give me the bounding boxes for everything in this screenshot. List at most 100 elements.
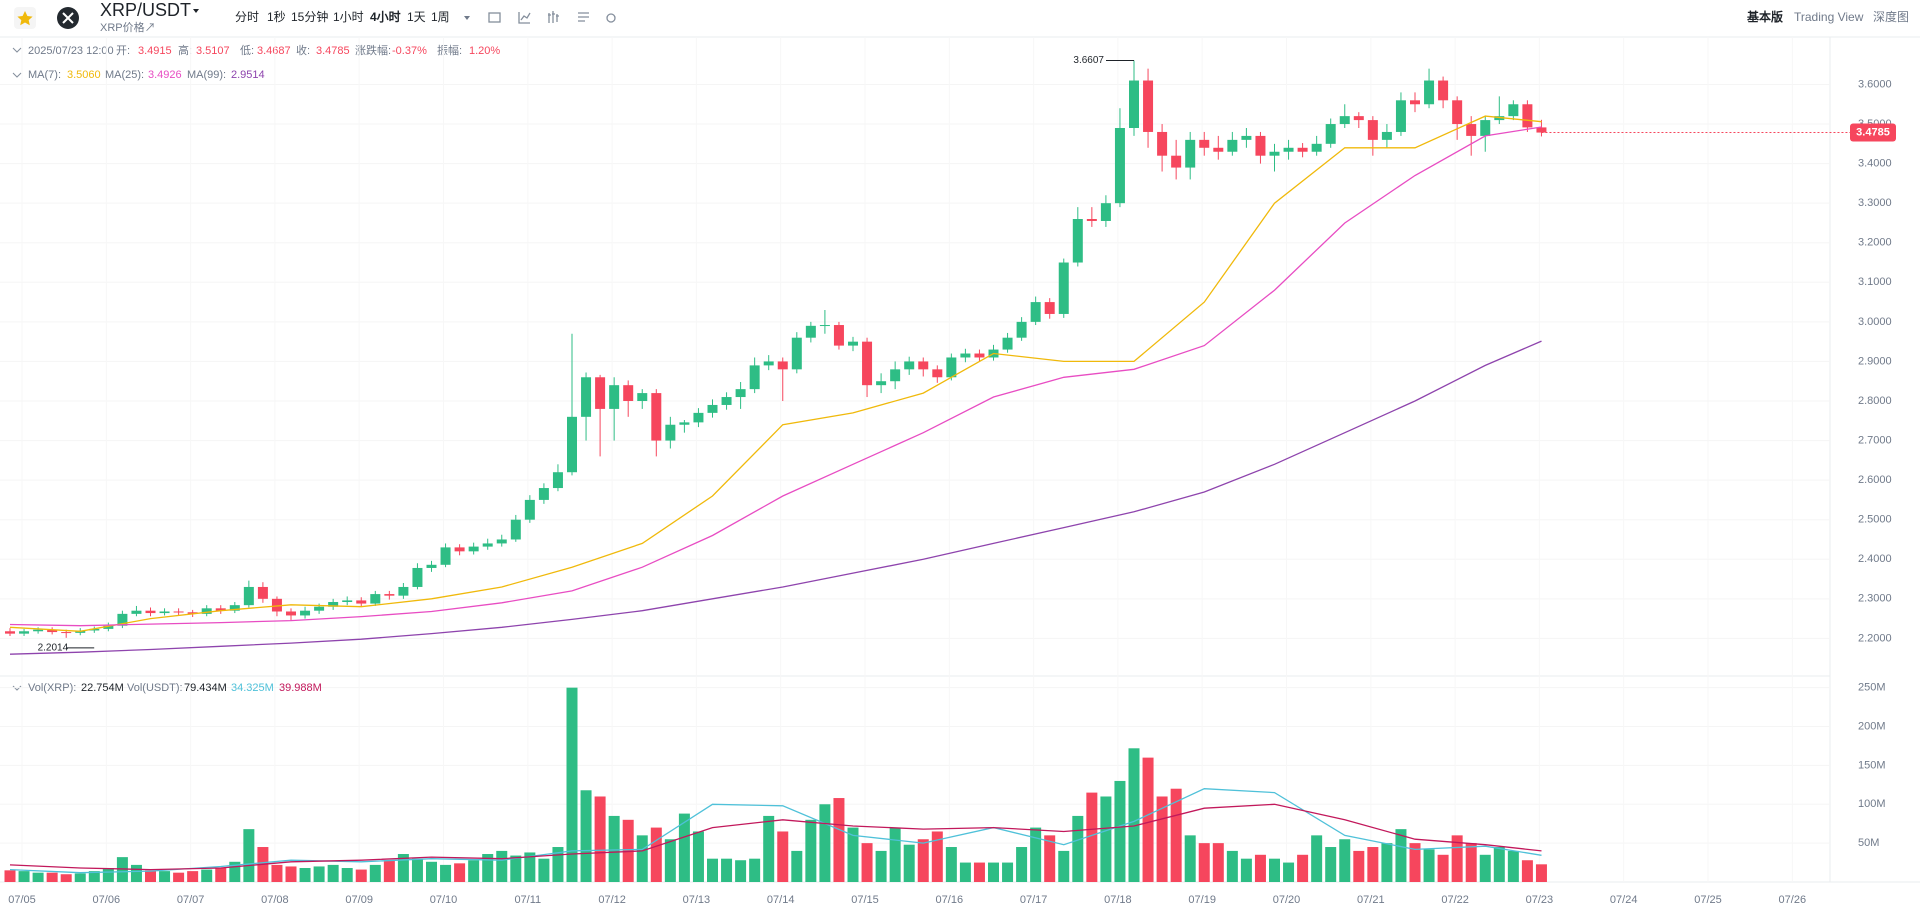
y-tick-label: 2.6000 xyxy=(1858,474,1892,486)
volume-bar xyxy=(889,827,901,882)
indicator-icon[interactable] xyxy=(518,12,531,24)
settings-list-icon[interactable] xyxy=(578,12,589,22)
star-icon xyxy=(17,11,33,26)
interval-tab[interactable]: 15分钟 xyxy=(291,9,328,24)
candle-body xyxy=(1002,337,1013,350)
candle-body xyxy=(567,416,577,473)
volume-bar xyxy=(1325,847,1337,882)
candle-body xyxy=(468,546,479,552)
info-value: -0.37% xyxy=(392,45,427,57)
view-tab[interactable]: Trading View xyxy=(1794,10,1864,24)
interval-more[interactable] xyxy=(464,16,470,20)
pair-subtitle[interactable]: XRP价格↗ xyxy=(100,20,156,34)
candle-body xyxy=(1213,147,1224,152)
candle-body xyxy=(482,543,493,547)
volume-bar xyxy=(1240,858,1252,882)
volume-bar xyxy=(1367,847,1379,882)
last-price-label: 3.4785 xyxy=(1856,126,1890,138)
candle-body xyxy=(524,499,535,520)
x-tick-label: 07/19 xyxy=(1188,894,1216,906)
candle-body xyxy=(356,600,367,604)
view-tab[interactable]: 深度图 xyxy=(1873,9,1909,24)
info-label: 涨跌幅: xyxy=(355,43,391,57)
candle-body xyxy=(496,539,507,544)
info-label: 振幅: xyxy=(437,43,462,57)
candle-body xyxy=(974,353,985,358)
volume-bar xyxy=(1409,843,1421,882)
volume-bar xyxy=(1226,850,1238,882)
volume-bar xyxy=(903,844,915,882)
volume-bar xyxy=(1311,835,1323,882)
volume-bar xyxy=(1339,839,1351,882)
volume-bar xyxy=(299,868,311,882)
ma-collapse[interactable] xyxy=(12,72,22,78)
candle-body xyxy=(1072,219,1083,263)
volume-bar xyxy=(580,790,592,882)
candle-body xyxy=(1100,203,1111,221)
interval-tab[interactable]: 4小时 xyxy=(370,9,401,24)
volume-bar xyxy=(988,862,999,882)
candle-body xyxy=(1269,151,1280,156)
volume-bar xyxy=(1465,843,1477,882)
volume-bar xyxy=(32,872,44,882)
x-tick-label: 07/13 xyxy=(683,894,711,906)
y-tick-label: 2.3000 xyxy=(1858,593,1892,605)
volume-bar xyxy=(46,872,58,882)
volume-bar xyxy=(777,831,789,882)
volume-bar xyxy=(763,815,775,882)
candle-body xyxy=(1466,124,1477,136)
volume-bar xyxy=(285,866,297,882)
candle-body xyxy=(946,357,957,378)
chart-type-icon[interactable] xyxy=(548,11,559,23)
volume-bar xyxy=(1030,827,1042,882)
interval-tab[interactable]: 1周 xyxy=(431,10,450,24)
candle-body xyxy=(552,472,563,489)
y-tick-label: 2.8000 xyxy=(1858,395,1892,407)
volume-bar xyxy=(369,864,381,882)
candle-body xyxy=(201,608,212,614)
volume-bar xyxy=(74,873,86,882)
volume-bar xyxy=(1254,854,1266,882)
interval-tab[interactable]: 1天 xyxy=(407,10,426,24)
ma-legend-value: 3.5060 xyxy=(67,69,101,81)
vol-tick-label: 250M xyxy=(1858,682,1886,694)
candle-body xyxy=(1255,135,1266,156)
volume-bar xyxy=(1493,847,1505,882)
candle-body xyxy=(637,393,648,401)
volume-bar xyxy=(1521,860,1533,882)
candle-body xyxy=(848,341,858,346)
pair-dropdown[interactable] xyxy=(193,9,199,13)
candle-body xyxy=(1297,147,1308,152)
volume-bar xyxy=(1479,854,1491,882)
candle-body xyxy=(215,608,226,611)
info-collapse[interactable] xyxy=(12,47,22,53)
volume-bar xyxy=(510,855,522,882)
y-tick-label: 2.2000 xyxy=(1858,632,1892,644)
info-label: 开: xyxy=(116,45,130,57)
candle-body xyxy=(1044,302,1055,314)
gear-icon[interactable] xyxy=(606,13,616,23)
view-tab[interactable]: 基本版 xyxy=(1746,9,1783,24)
volume-bar xyxy=(664,839,676,882)
candle-body xyxy=(1185,139,1196,168)
volume-bar xyxy=(1128,748,1140,882)
interval-tab[interactable]: 1小时 xyxy=(333,10,364,24)
calendar-icon[interactable] xyxy=(488,12,501,23)
pair-name[interactable]: XRP/USDT xyxy=(100,0,191,20)
x-tick-label: 07/22 xyxy=(1441,894,1469,906)
x-tick-label: 07/09 xyxy=(345,894,373,906)
interval-tab[interactable]: 1秒 xyxy=(267,10,286,24)
interval-tab[interactable]: 分时 xyxy=(235,10,259,24)
candle-body xyxy=(1311,143,1322,152)
info-label: 低: xyxy=(240,44,254,57)
candle-body xyxy=(609,385,620,409)
volume-bar xyxy=(945,847,957,882)
coin-logo-mark xyxy=(62,12,74,24)
volume-bar xyxy=(791,850,803,882)
volume-bar xyxy=(468,860,480,882)
volume-bar xyxy=(271,864,283,882)
candle-body xyxy=(918,361,929,370)
volume-bar xyxy=(4,870,16,882)
candle-body xyxy=(145,610,156,614)
